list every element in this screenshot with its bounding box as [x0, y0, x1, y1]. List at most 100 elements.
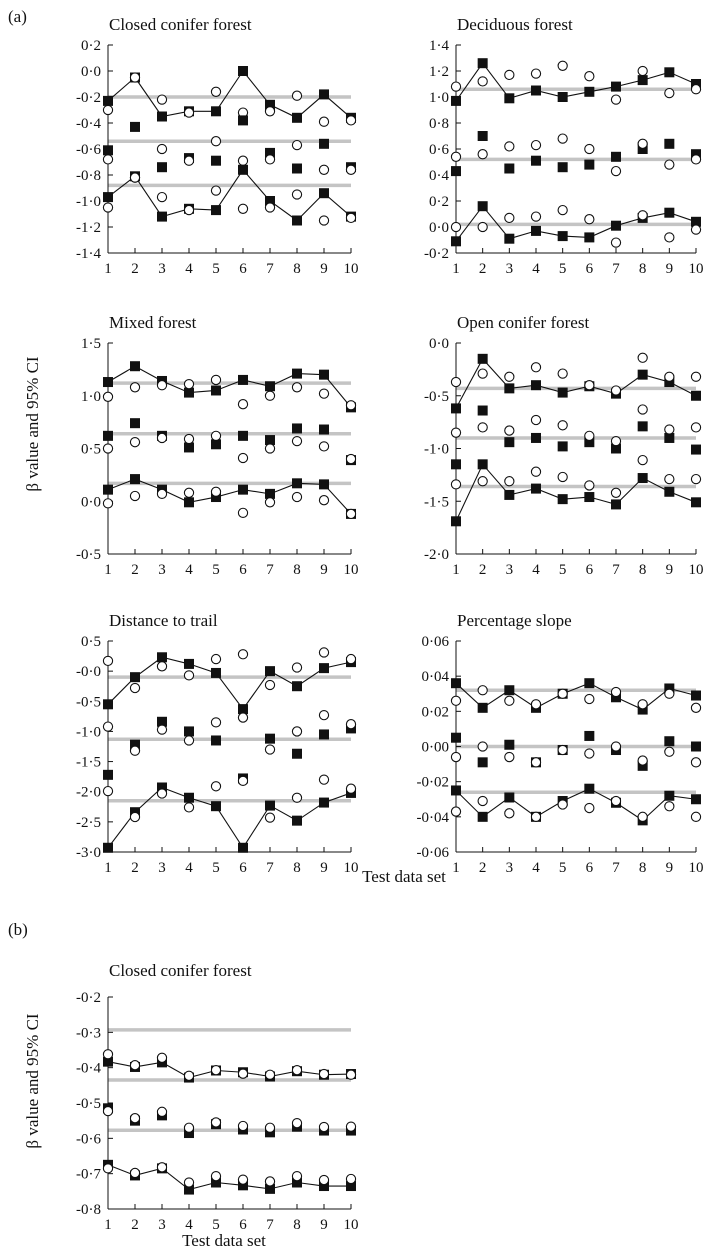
x-tick-label: 9 [320, 562, 328, 578]
data-point-circle [210, 374, 222, 386]
data-point-circle [291, 189, 303, 200]
data-point-circle [450, 151, 462, 162]
series-line [455, 205, 697, 242]
data-point-square [319, 89, 329, 100]
y-tick-label: 0·00 [422, 740, 450, 756]
y-tick-label: -1·5 [424, 494, 449, 510]
data-point-square [157, 716, 167, 727]
data-point-circle [210, 1064, 222, 1076]
data-point-circle [183, 107, 195, 118]
data-point-circle [584, 748, 595, 759]
data-point-square [504, 437, 515, 448]
data-point-square [157, 211, 167, 222]
data-point-circle [610, 795, 622, 807]
y-tick-label: 0·6 [429, 142, 449, 158]
data-point-square [504, 93, 515, 104]
y-tick-label: -0·4 [76, 1061, 101, 1077]
data-point-square [319, 663, 329, 674]
data-point-circle [610, 435, 622, 447]
data-point-circle [318, 164, 330, 175]
x-tick-label: 9 [666, 860, 674, 876]
data-point-square [584, 159, 595, 170]
data-point-circle [637, 699, 648, 710]
x-tick-label: 2 [131, 860, 139, 876]
x-tick-label: 7 [612, 860, 620, 876]
x-tick-label: 2 [479, 562, 487, 578]
chart-title: Closed conifer forest [109, 961, 252, 980]
chart-a-deciduous: Deciduous forest -0·2 0·0 0·2 0·4 0·6 0·8 1·0 1·… [424, 15, 704, 277]
data-point-square [691, 79, 701, 89]
x-tick-label: 8 [639, 261, 647, 277]
data-point-square [504, 163, 515, 174]
data-point-square [130, 739, 140, 750]
data-point-circle [183, 1122, 195, 1133]
data-point-square [611, 443, 621, 454]
data-point-square [265, 733, 275, 744]
data-point-square [691, 741, 701, 752]
data-point-square [664, 683, 675, 694]
data-point-circle [664, 232, 675, 243]
y-tick-label: -0·8 [76, 1202, 101, 1218]
data-point-square [477, 58, 488, 69]
x-tick-label: 8 [639, 562, 647, 578]
y-tick-label: -0·8 [76, 168, 101, 184]
data-point-circle [530, 211, 542, 222]
data-point-square [184, 792, 194, 803]
data-point-square [238, 164, 248, 175]
data-point-circle [264, 744, 276, 755]
data-point-circle [318, 388, 330, 399]
data-point-circle [237, 399, 249, 410]
data-point-square [292, 681, 302, 692]
data-point-circle [318, 1174, 330, 1186]
data-point-square [691, 444, 701, 455]
y-tick-label: -0·06 [417, 845, 450, 861]
data-point-square [103, 484, 113, 495]
data-point-circle [318, 710, 330, 721]
x-tick-label: 9 [666, 261, 674, 277]
y-tick-label: 1·0 [81, 389, 101, 405]
data-point-square [477, 405, 488, 416]
data-point-circle [318, 495, 330, 506]
data-point-square [451, 403, 461, 414]
x-tick-label: 4 [532, 860, 540, 876]
data-point-circle [210, 653, 222, 665]
data-point-square [664, 432, 675, 443]
data-point-circle [477, 741, 488, 752]
data-point-circle [664, 159, 675, 170]
y-tick-label: -0·3 [76, 1025, 101, 1041]
data-point-circle [210, 1170, 222, 1182]
chart-title: Percentage slope [457, 611, 572, 630]
data-point-circle [102, 391, 114, 402]
data-point-circle [183, 378, 195, 390]
data-point-circle [183, 155, 195, 166]
y-tick-label: -0·7 [76, 1167, 101, 1183]
chart-a-percentage-slope: Percentage slope -0·06 -0·04 -0·02 0·00 0·02 0… [417, 611, 704, 876]
data-point-circle [664, 424, 675, 435]
data-point-circle [237, 155, 249, 166]
data-point-square [584, 678, 595, 689]
data-point-circle [129, 437, 141, 448]
data-point-square [103, 192, 113, 203]
data-point-square [184, 726, 194, 737]
data-point-square [346, 1181, 356, 1192]
data-point-circle [183, 802, 195, 813]
data-point-circle [584, 693, 595, 705]
data-point-square [611, 81, 621, 92]
series-line [107, 168, 352, 222]
data-point-circle [318, 774, 330, 785]
data-point-square [265, 147, 275, 158]
data-point-circle [183, 487, 195, 498]
y-tick-label: 1·2 [429, 64, 449, 80]
chart-a-mixed: Mixed forest -0·5 0·0 0·5 1·0 1·5 1 2 3 4 5 6 7 8 9 10 [76, 313, 359, 578]
data-point-circle [291, 90, 303, 101]
data-point-square [557, 494, 568, 505]
data-point-square [611, 692, 621, 703]
y-tick-label: -0·6 [76, 1131, 101, 1147]
series-line [455, 62, 697, 102]
data-point-circle [291, 1117, 303, 1129]
data-point-circle [477, 221, 488, 233]
y-axis-label-a: β value and 95% CI [23, 356, 42, 492]
y-tick-label: -2·0 [76, 785, 101, 801]
data-point-square [103, 842, 113, 853]
x-tick-label: 9 [320, 1217, 328, 1233]
